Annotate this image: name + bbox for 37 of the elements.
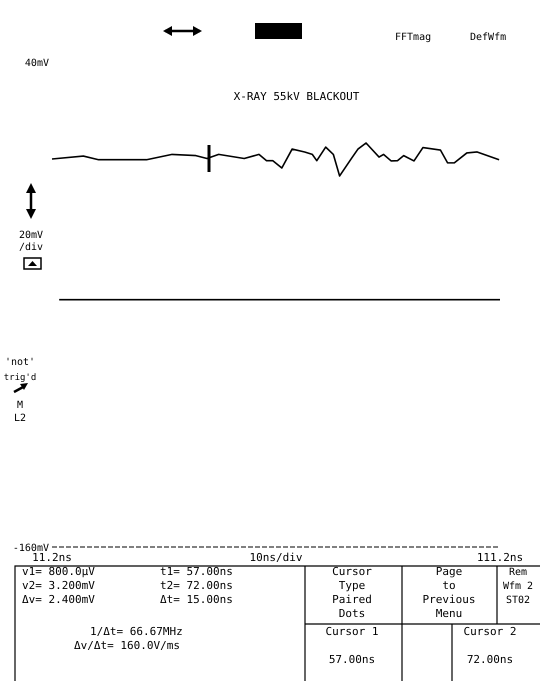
x-tick-label: 111.2ns xyxy=(476,551,524,564)
text: Page xyxy=(436,565,462,578)
text: M xyxy=(16,400,24,411)
x-tick-label: 11.2ns xyxy=(32,551,72,564)
text: to xyxy=(442,579,456,592)
text: v1= 800.0µV xyxy=(22,565,96,578)
x-axis-title: 10ns/div xyxy=(250,551,303,564)
text: DefWfm xyxy=(470,32,506,43)
text: 1/Δt= 66.67MHz xyxy=(90,625,183,638)
text: v2= 3.200mV xyxy=(22,579,96,592)
text: 'not' xyxy=(4,357,36,368)
text: t2= 72.00ns xyxy=(160,579,233,592)
y-axis-title: 20mV/div xyxy=(18,230,44,253)
text: L2 xyxy=(14,413,26,424)
text: Menu xyxy=(436,607,462,620)
text: ST02 xyxy=(506,595,530,606)
text: Paired xyxy=(332,593,372,606)
text: Type xyxy=(338,579,366,592)
text: Rem xyxy=(508,567,528,578)
text: 57.00ns xyxy=(328,653,376,666)
text: t1= 57.00ns xyxy=(160,565,233,578)
text: 72.00ns xyxy=(466,653,514,666)
text: FFTmag xyxy=(395,32,432,43)
text: trig'd xyxy=(4,373,36,383)
text: Δt= 15.00ns xyxy=(160,593,233,606)
text: Δv= 2.400mV xyxy=(22,593,96,606)
text: X-RAY 55kV BLACKOUT xyxy=(234,90,360,103)
text: Dots xyxy=(338,607,366,620)
text: Wfm 2 xyxy=(502,581,534,592)
y-tick-label: -160mV xyxy=(12,543,49,554)
text: Δv/Δt= 160.0V/ms xyxy=(74,639,180,652)
text: Cursor xyxy=(332,565,372,578)
text: Cursor 2 xyxy=(464,625,516,638)
text: Previous xyxy=(422,593,476,606)
y-tick-label: 40mV xyxy=(24,58,49,69)
line-series xyxy=(51,142,500,177)
text: Cursor 1 xyxy=(326,625,378,638)
